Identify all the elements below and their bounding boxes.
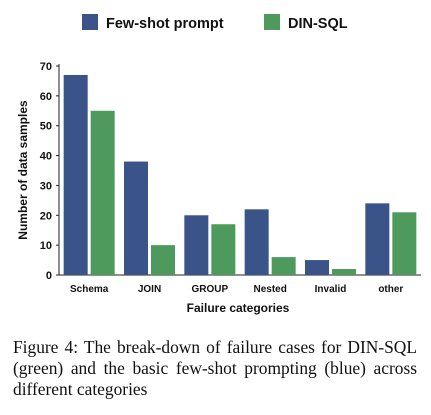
bar-din-sql-other [392, 212, 417, 275]
x-tick-label: Nested [253, 284, 286, 295]
bar-few-shot-prompt-join [124, 161, 148, 275]
y-tick-label: 50 [40, 121, 52, 133]
x-tick-label: Schema [70, 284, 109, 295]
bar-few-shot-prompt-other [365, 203, 390, 275]
bar-few-shot-prompt-schema [63, 74, 88, 275]
y-tick-label: 40 [40, 151, 52, 163]
y-tick-label: 10 [40, 240, 52, 252]
x-tick-label: JOIN [138, 284, 161, 295]
y-tick-label: 0 [46, 270, 52, 282]
y-tick-label: 30 [40, 180, 52, 192]
x-axis-title: Failure categories [187, 301, 290, 315]
chart-legend: Few-shot prompt DIN-SQL [82, 14, 348, 32]
bar-din-sql-schema [90, 110, 115, 276]
x-tick-label: Invalid [315, 284, 347, 295]
bar-few-shot-prompt-nested [244, 209, 269, 275]
figure-caption: Figure 4: The break-down of failure case… [13, 337, 417, 399]
bar-din-sql-nested [271, 257, 296, 275]
bar-few-shot-prompt-invalid [305, 260, 329, 275]
legend-swatch [82, 14, 98, 30]
x-tick-label: GROUP [191, 284, 228, 295]
bar-din-sql-invalid [332, 269, 356, 275]
chart-bars: Schema JOIN GROUP Nested Invalid other [63, 74, 417, 295]
bar-din-sql-join [151, 245, 175, 275]
bar-din-sql-group [211, 224, 236, 275]
y-tick-label: 20 [40, 210, 52, 222]
legend-label: DIN-SQL [288, 16, 348, 32]
bar-few-shot-prompt-group [184, 215, 209, 275]
y-axis-title: Number of data samples [16, 100, 30, 240]
bar-chart: Few-shot prompt DIN-SQL 0 10 20 30 40 50 60 70 S… [16, 14, 421, 315]
y-tick-label: 60 [40, 91, 52, 103]
y-tick-label: 70 [40, 61, 52, 73]
legend-swatch [264, 14, 280, 30]
legend-label: Few-shot prompt [106, 16, 224, 32]
x-tick-label: other [378, 284, 403, 295]
chart-axes: 0 10 20 30 40 50 60 70 [40, 61, 421, 282]
